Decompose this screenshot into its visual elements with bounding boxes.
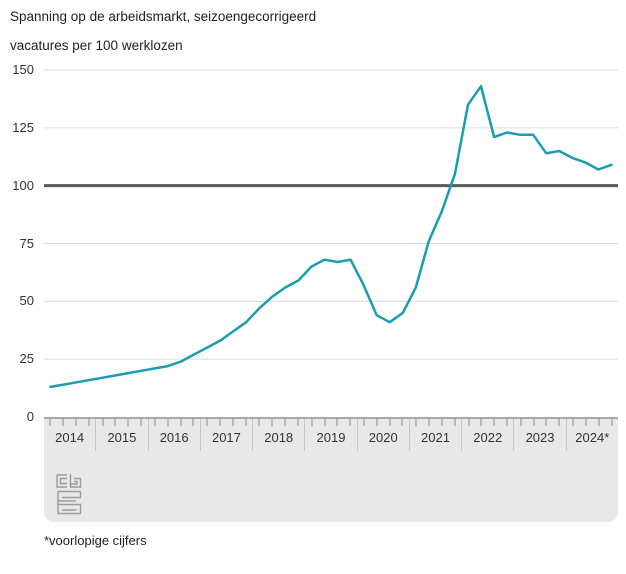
quarter-tick: [520, 419, 522, 426]
year-cell: 2017: [199, 419, 252, 451]
quarter-tick: [154, 419, 156, 426]
year-cell: 2022: [461, 419, 513, 451]
year-label: 2021: [421, 429, 450, 445]
quarter-tick: [389, 419, 391, 426]
quarter-tick: [206, 419, 208, 426]
quarter-tick: [401, 419, 403, 426]
y-axis-label: 50: [19, 293, 34, 309]
quarter-tick: [127, 419, 129, 426]
year-cell: 2021: [408, 419, 461, 451]
footnote: *voorlopige cijfers: [44, 533, 147, 548]
vacancy-ratio-line: [49, 84, 613, 389]
quarter-tick: [349, 419, 351, 426]
quarter-tick: [454, 419, 456, 426]
year-label: 2016: [159, 429, 189, 445]
quarter-tick: [75, 419, 77, 426]
cbs-logo: [56, 474, 82, 515]
y-axis-label: 125: [12, 119, 34, 135]
year-label: 2024*: [575, 429, 610, 445]
y-axis-label: 25: [19, 351, 34, 367]
quarter-tick: [441, 419, 443, 426]
y-axis-label: 150: [12, 62, 34, 77]
quarter-tick: [415, 419, 417, 426]
quarter-tick: [506, 419, 508, 426]
quarter-tick: [336, 419, 338, 426]
year-cell: 2014: [44, 419, 95, 451]
quarter-tick: [192, 419, 194, 426]
quarter-tick: [271, 419, 273, 426]
year-cell: 2023: [513, 419, 565, 451]
quarter-tick: [62, 419, 64, 426]
quarter-tick: [258, 419, 260, 426]
year-cell: 2020: [356, 419, 409, 451]
quarter-tick: [585, 419, 587, 426]
year-label: 2022: [473, 429, 503, 445]
chart-subtitle: vacatures per 100 werklozen: [10, 38, 183, 53]
quarter-tick: [324, 419, 326, 426]
quarter-tick: [572, 419, 574, 426]
year-cell: 2018: [252, 419, 304, 451]
y-axis-label: 75: [19, 235, 34, 251]
quarter-tick: [102, 419, 104, 426]
year-label: 2023: [525, 429, 555, 445]
year-label: 2015: [107, 429, 137, 445]
year-cell: 2016: [147, 419, 200, 451]
quarter-tick: [311, 419, 313, 426]
y-axis-label: 0: [26, 409, 34, 424]
year-cell: 2015: [95, 419, 147, 451]
quarter-tick: [545, 419, 547, 426]
y-axis-labels: 0 25 50 75 100 125 150: [0, 0, 34, 424]
quarter-tick: [167, 419, 169, 426]
year-label: 2018: [264, 429, 294, 445]
quarter-tick: [468, 419, 470, 426]
quarter-tick: [428, 419, 430, 426]
year-label: 2014: [55, 429, 85, 445]
quarter-tick: [140, 419, 142, 426]
y-axis-label: 100: [12, 177, 34, 193]
quarter-tick: [493, 419, 495, 426]
quarter-tick: [180, 419, 182, 426]
x-axis-year-row: 2014 2015 2016 2017 2018 2019 2020 2021 2022 2023…: [44, 419, 618, 451]
quarter-tick: [114, 419, 116, 426]
quarter-tick: [611, 419, 612, 426]
quarter-tick: [219, 419, 221, 426]
quarter-tick: [376, 419, 378, 426]
quarter-tick: [480, 419, 482, 426]
year-label: 2020: [368, 429, 398, 445]
axis-band-footer: [44, 451, 618, 522]
year-label: 2019: [316, 429, 346, 445]
chart-title: Spanning op de arbeidsmarkt, seizoengeco…: [10, 9, 317, 24]
year-cell: 2024*: [565, 419, 618, 451]
quarter-tick: [598, 419, 600, 426]
quarter-tick: [284, 419, 286, 426]
quarter-tick: [245, 419, 247, 426]
quarter-tick: [88, 419, 90, 426]
quarter-tick: [49, 419, 51, 426]
quarter-tick: [232, 419, 234, 426]
year-label: 2017: [211, 429, 241, 445]
quarter-tick: [363, 419, 365, 426]
quarter-tick: [558, 419, 560, 426]
quarter-tick: [533, 419, 535, 426]
quarter-tick: [297, 419, 299, 426]
year-cell: 2019: [304, 419, 356, 451]
chart-plot-svg: [44, 69, 618, 389]
x-axis-band: 2014 2015 2016 2017 2018 2019 2020 2021 2022 2023…: [44, 417, 618, 522]
